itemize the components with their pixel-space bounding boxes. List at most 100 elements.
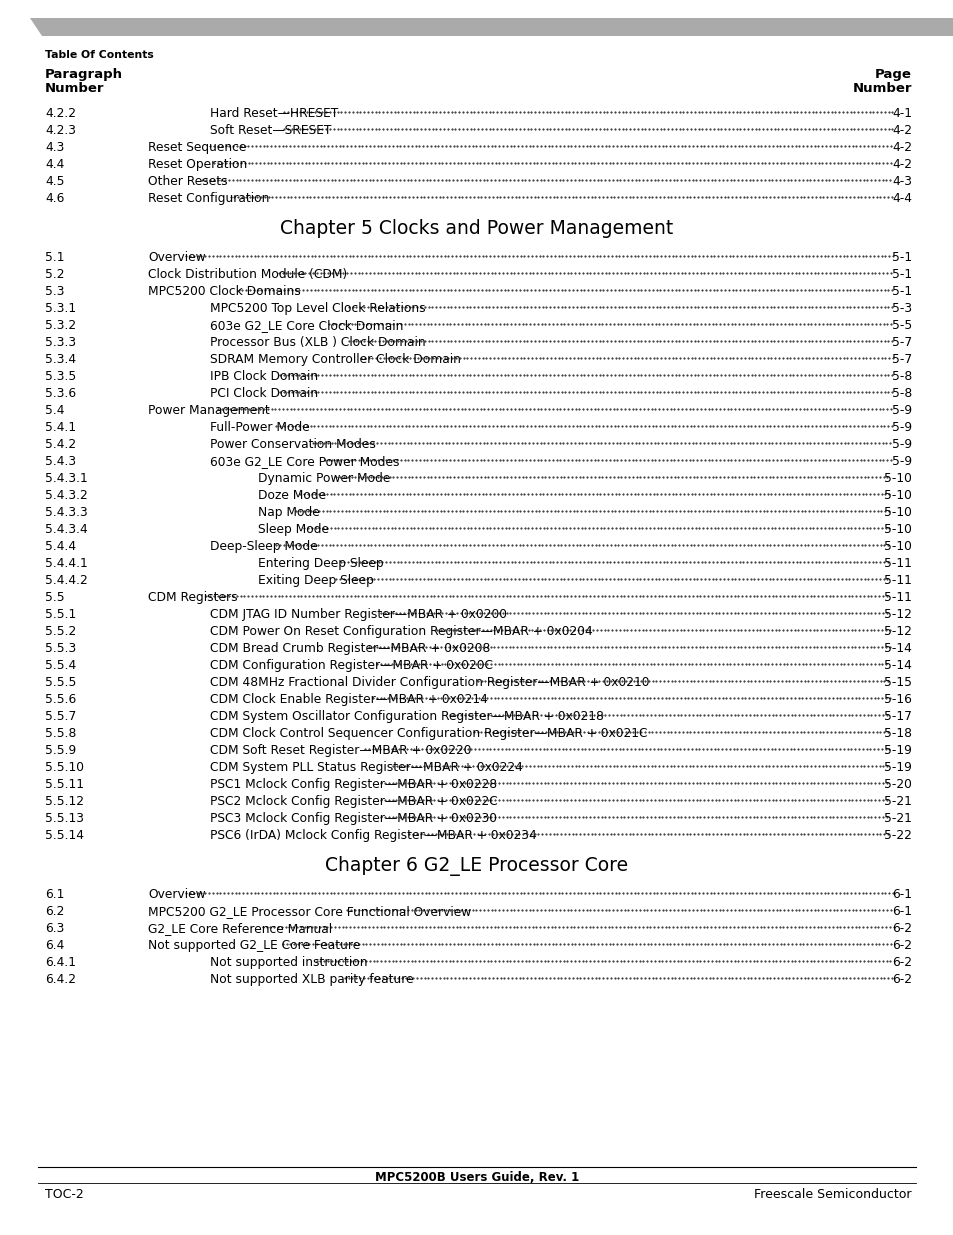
Text: MPC5200 Top Level Clock Relations: MPC5200 Top Level Clock Relations — [210, 303, 425, 315]
Text: 603e G2_LE Core Power Modes: 603e G2_LE Core Power Modes — [210, 454, 399, 468]
Text: 5-11: 5-11 — [883, 557, 911, 571]
Text: PSC2 Mclock Config Register—MBAR + 0x022C: PSC2 Mclock Config Register—MBAR + 0x022… — [210, 795, 497, 808]
Text: 5-15: 5-15 — [883, 676, 911, 689]
Text: 5-1: 5-1 — [891, 268, 911, 282]
Text: Power Conservation Modes: Power Conservation Modes — [210, 438, 375, 451]
Text: CDM Soft Reset Register—MBAR + 0x0220: CDM Soft Reset Register—MBAR + 0x0220 — [210, 743, 471, 757]
Text: 5.3.1: 5.3.1 — [45, 303, 76, 315]
Text: 5.5: 5.5 — [45, 592, 65, 604]
Text: Number: Number — [45, 82, 105, 95]
Text: 5-12: 5-12 — [883, 608, 911, 621]
Text: 5.5.6: 5.5.6 — [45, 693, 76, 706]
Text: 5-1: 5-1 — [891, 285, 911, 298]
Text: 5.4.4: 5.4.4 — [45, 540, 76, 553]
Text: 5-12: 5-12 — [883, 625, 911, 638]
Text: CDM Bread Crumb Register—MBAR + 0x0208: CDM Bread Crumb Register—MBAR + 0x0208 — [210, 642, 490, 655]
Text: Overview: Overview — [148, 888, 206, 902]
Text: 5.5.12: 5.5.12 — [45, 795, 84, 808]
Text: Reset Configuration: Reset Configuration — [148, 191, 269, 205]
Text: 5-22: 5-22 — [883, 829, 911, 842]
Text: 4-2: 4-2 — [891, 158, 911, 170]
Text: Not supported G2_LE Core Feature: Not supported G2_LE Core Feature — [148, 939, 360, 952]
Text: 5.5.3: 5.5.3 — [45, 642, 76, 655]
Text: PSC1 Mclock Config Register—MBAR + 0x0228: PSC1 Mclock Config Register—MBAR + 0x022… — [210, 778, 497, 790]
Text: 6-1: 6-1 — [891, 888, 911, 902]
Text: 5.4.4.2: 5.4.4.2 — [45, 574, 88, 587]
Text: 5-17: 5-17 — [883, 710, 911, 722]
Text: 4.4: 4.4 — [45, 158, 64, 170]
Text: 6.2: 6.2 — [45, 905, 64, 918]
Text: 5-11: 5-11 — [883, 592, 911, 604]
Text: MPC5200B Users Guide, Rev. 1: MPC5200B Users Guide, Rev. 1 — [375, 1171, 578, 1184]
Text: 5-5: 5-5 — [891, 319, 911, 332]
Text: 6.3: 6.3 — [45, 923, 64, 935]
Text: 5-14: 5-14 — [883, 642, 911, 655]
Text: Chapter 6 G2_LE Processor Core: Chapter 6 G2_LE Processor Core — [325, 856, 628, 876]
Text: 4.5: 4.5 — [45, 175, 65, 188]
Text: Exiting Deep Sleep: Exiting Deep Sleep — [257, 574, 374, 587]
Text: 5.5.2: 5.5.2 — [45, 625, 76, 638]
Text: 5-10: 5-10 — [883, 540, 911, 553]
Text: 4-2: 4-2 — [891, 141, 911, 154]
Text: 5.2: 5.2 — [45, 268, 65, 282]
Text: 5.5.1: 5.5.1 — [45, 608, 76, 621]
Text: 6-2: 6-2 — [891, 923, 911, 935]
Text: 5-7: 5-7 — [891, 336, 911, 350]
Text: 5-16: 5-16 — [883, 693, 911, 706]
Text: Freescale Semiconductor: Freescale Semiconductor — [754, 1188, 911, 1200]
Text: 5.5.7: 5.5.7 — [45, 710, 76, 722]
Text: 5.4.1: 5.4.1 — [45, 421, 76, 433]
Text: 5-10: 5-10 — [883, 506, 911, 519]
Text: Table Of Contents: Table Of Contents — [45, 49, 153, 61]
Text: Other Resets: Other Resets — [148, 175, 228, 188]
Text: 5.5.5: 5.5.5 — [45, 676, 76, 689]
Text: 5.5.10: 5.5.10 — [45, 761, 84, 774]
Text: 6-1: 6-1 — [891, 905, 911, 918]
Text: Reset Sequence: Reset Sequence — [148, 141, 246, 154]
Text: G2_LE Core Reference Manual: G2_LE Core Reference Manual — [148, 923, 332, 935]
Text: PSC6 (IrDA) Mclock Config Register—MBAR + 0x0234: PSC6 (IrDA) Mclock Config Register—MBAR … — [210, 829, 537, 842]
Text: 5-10: 5-10 — [883, 489, 911, 501]
Text: 5.4.3.2: 5.4.3.2 — [45, 489, 88, 501]
Text: 5.4.3.1: 5.4.3.1 — [45, 472, 88, 485]
Text: 5-18: 5-18 — [883, 727, 911, 740]
Text: 6-2: 6-2 — [891, 973, 911, 986]
Text: 4.2.3: 4.2.3 — [45, 124, 76, 137]
Text: 4.3: 4.3 — [45, 141, 64, 154]
Text: 4-1: 4-1 — [891, 107, 911, 120]
Text: 5-10: 5-10 — [883, 472, 911, 485]
Text: 5.3.6: 5.3.6 — [45, 387, 76, 400]
Text: Number: Number — [852, 82, 911, 95]
Text: Page: Page — [874, 68, 911, 82]
Text: 4-4: 4-4 — [891, 191, 911, 205]
Text: 5-14: 5-14 — [883, 659, 911, 672]
Text: Soft Reset—SRESET: Soft Reset—SRESET — [210, 124, 331, 137]
Text: 6.1: 6.1 — [45, 888, 64, 902]
Text: Paragraph: Paragraph — [45, 68, 123, 82]
Text: 5-21: 5-21 — [883, 795, 911, 808]
Text: 5-21: 5-21 — [883, 811, 911, 825]
Text: Clock Distribution Module (CDM): Clock Distribution Module (CDM) — [148, 268, 347, 282]
Text: 4-2: 4-2 — [891, 124, 911, 137]
Text: 6.4: 6.4 — [45, 939, 64, 952]
Text: Nap Mode: Nap Mode — [257, 506, 319, 519]
Text: 6-2: 6-2 — [891, 956, 911, 969]
Text: Full-Power Mode: Full-Power Mode — [210, 421, 310, 433]
Text: 5.3: 5.3 — [45, 285, 65, 298]
Text: CDM JTAG ID Number Register—MBAR + 0x0200: CDM JTAG ID Number Register—MBAR + 0x020… — [210, 608, 506, 621]
Text: 5.5.14: 5.5.14 — [45, 829, 84, 842]
Text: TOC-2: TOC-2 — [45, 1188, 84, 1200]
Text: 5.4.3.4: 5.4.3.4 — [45, 522, 88, 536]
Text: 5.5.13: 5.5.13 — [45, 811, 84, 825]
Text: IPB Clock Domain: IPB Clock Domain — [210, 370, 317, 383]
Text: PSC3 Mclock Config Register—MBAR + 0x0230: PSC3 Mclock Config Register—MBAR + 0x023… — [210, 811, 497, 825]
Text: 5.5.8: 5.5.8 — [45, 727, 76, 740]
Text: 5-9: 5-9 — [891, 454, 911, 468]
Text: CDM Clock Control Sequencer Configuration Register—MBAR + 0x021C: CDM Clock Control Sequencer Configuratio… — [210, 727, 647, 740]
Text: 6.4.2: 6.4.2 — [45, 973, 76, 986]
Text: 5.3.4: 5.3.4 — [45, 353, 76, 366]
Text: Chapter 5 Clocks and Power Management: Chapter 5 Clocks and Power Management — [280, 219, 673, 238]
Text: 5.5.4: 5.5.4 — [45, 659, 76, 672]
Text: 5.3.2: 5.3.2 — [45, 319, 76, 332]
Text: CDM Clock Enable Register—MBAR + 0x0214: CDM Clock Enable Register—MBAR + 0x0214 — [210, 693, 487, 706]
